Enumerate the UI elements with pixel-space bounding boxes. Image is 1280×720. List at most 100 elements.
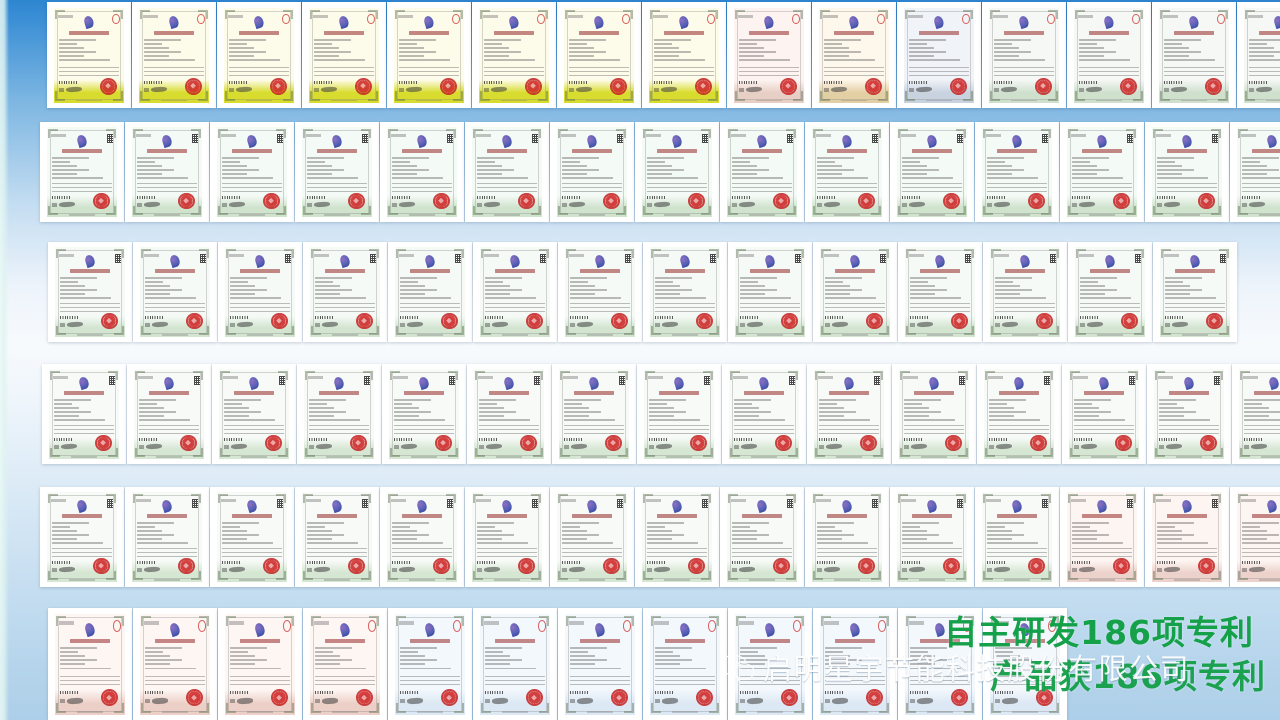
certificate-title: [1084, 391, 1124, 396]
certificate-corner-ornament: [708, 91, 718, 101]
patent-certificate[interactable]: [975, 487, 1059, 587]
patent-certificate[interactable]: [720, 487, 804, 587]
patent-certificate[interactable]: [218, 608, 302, 720]
patent-certificate[interactable]: [295, 122, 379, 222]
patent-certificate[interactable]: [125, 487, 209, 587]
patent-certificate[interactable]: [217, 2, 301, 108]
certificate-corner-ornament: [1041, 206, 1051, 216]
patent-certificate[interactable]: [982, 2, 1066, 108]
patent-certificate[interactable]: [1062, 364, 1146, 464]
patent-certificate[interactable]: [550, 122, 634, 222]
patent-certificate[interactable]: [642, 2, 726, 108]
patent-certificate[interactable]: [728, 242, 812, 342]
patent-certificate[interactable]: [388, 608, 472, 720]
patent-certificate[interactable]: [1060, 122, 1144, 222]
patent-certificate[interactable]: [643, 608, 727, 720]
patent-certificate[interactable]: [1060, 487, 1144, 587]
patent-certificate[interactable]: [983, 608, 1067, 720]
patent-certificate[interactable]: [1145, 122, 1229, 222]
patent-certificate[interactable]: [550, 487, 634, 587]
patent-certificate[interactable]: [805, 487, 889, 587]
patent-certificate[interactable]: [297, 364, 381, 464]
patent-certificate[interactable]: [303, 242, 387, 342]
patent-certificate[interactable]: [472, 2, 556, 108]
signature-mark: [66, 697, 83, 704]
certificate-corner-ornament: [643, 494, 653, 504]
patent-certificate[interactable]: [467, 364, 551, 464]
patent-certificate[interactable]: [813, 242, 897, 342]
patent-certificate[interactable]: [1147, 364, 1231, 464]
patent-certificate[interactable]: [892, 364, 976, 464]
patent-certificate[interactable]: [637, 364, 721, 464]
patent-certificate[interactable]: [42, 364, 126, 464]
patent-certificate[interactable]: [722, 364, 806, 464]
patent-certificate[interactable]: [388, 242, 472, 342]
patent-certificate[interactable]: [133, 608, 217, 720]
patent-certificate[interactable]: [40, 122, 124, 222]
barcode-icon: [825, 316, 844, 320]
patent-certificate[interactable]: [897, 2, 981, 108]
patent-certificate[interactable]: [380, 487, 464, 587]
patent-certificate[interactable]: [728, 608, 812, 720]
patent-certificate[interactable]: [643, 242, 727, 342]
patent-certificate[interactable]: [558, 608, 642, 720]
patent-certificate[interactable]: [890, 122, 974, 222]
patent-certificate[interactable]: [465, 122, 549, 222]
patent-certificate[interactable]: [1237, 2, 1280, 108]
patent-certificate[interactable]: [635, 487, 719, 587]
patent-certificate[interactable]: [1232, 364, 1280, 464]
patent-certificate[interactable]: [1067, 2, 1151, 108]
patent-certificate[interactable]: [47, 2, 131, 108]
patent-certificate[interactable]: [635, 122, 719, 222]
patent-certificate[interactable]: [1068, 242, 1152, 342]
patent-certificate[interactable]: [1152, 2, 1236, 108]
patent-certificate[interactable]: [1230, 122, 1280, 222]
patent-certificate[interactable]: [127, 364, 211, 464]
patent-certificate[interactable]: [302, 2, 386, 108]
patent-certificate[interactable]: [212, 364, 296, 464]
patent-certificate[interactable]: [807, 364, 891, 464]
patent-certificate[interactable]: [557, 2, 641, 108]
patent-certificate[interactable]: [1145, 487, 1229, 587]
certificate-header-text: [312, 14, 329, 18]
patent-certificate[interactable]: [552, 364, 636, 464]
patent-certificate[interactable]: [210, 122, 294, 222]
certificate-corner-ornament: [906, 326, 916, 336]
certificate-border-frame: [304, 495, 370, 580]
patent-certificate[interactable]: [48, 608, 132, 720]
patent-certificate[interactable]: [727, 2, 811, 108]
patent-certificate[interactable]: [558, 242, 642, 342]
patent-certificate[interactable]: [473, 608, 557, 720]
patent-certificate[interactable]: [975, 122, 1059, 222]
patent-certificate[interactable]: [295, 487, 379, 587]
patent-certificate[interactable]: [473, 242, 557, 342]
patent-certificate[interactable]: [387, 2, 471, 108]
patent-certificate[interactable]: [48, 242, 132, 342]
certificate-corner-ornament: [815, 448, 825, 458]
patent-certificate[interactable]: [465, 487, 549, 587]
patent-certificate[interactable]: [813, 608, 897, 720]
certificate-footnote: [239, 578, 265, 581]
patent-certificate[interactable]: [132, 2, 216, 108]
patent-certificate[interactable]: [380, 122, 464, 222]
patent-certificate[interactable]: [133, 242, 217, 342]
patent-certificate[interactable]: [210, 487, 294, 587]
patent-certificate[interactable]: [977, 364, 1061, 464]
patent-certificate[interactable]: [720, 122, 804, 222]
patent-certificate[interactable]: [125, 122, 209, 222]
patent-certificate[interactable]: [898, 242, 982, 342]
patent-certificate[interactable]: [1230, 487, 1280, 587]
patent-certificate[interactable]: [1153, 242, 1237, 342]
patent-certificate[interactable]: [382, 364, 466, 464]
patent-certificate[interactable]: [218, 242, 302, 342]
patent-certificate[interactable]: [890, 487, 974, 587]
patent-certificate[interactable]: [303, 608, 387, 720]
certificate-corner-ornament: [278, 371, 288, 381]
patent-certificate[interactable]: [983, 242, 1067, 342]
patent-certificate[interactable]: [805, 122, 889, 222]
patent-certificate[interactable]: [40, 487, 124, 587]
barcode-icon: [1080, 316, 1099, 320]
patent-certificate[interactable]: [898, 608, 982, 720]
official-red-seal-icon: [687, 192, 705, 210]
patent-certificate[interactable]: [812, 2, 896, 108]
